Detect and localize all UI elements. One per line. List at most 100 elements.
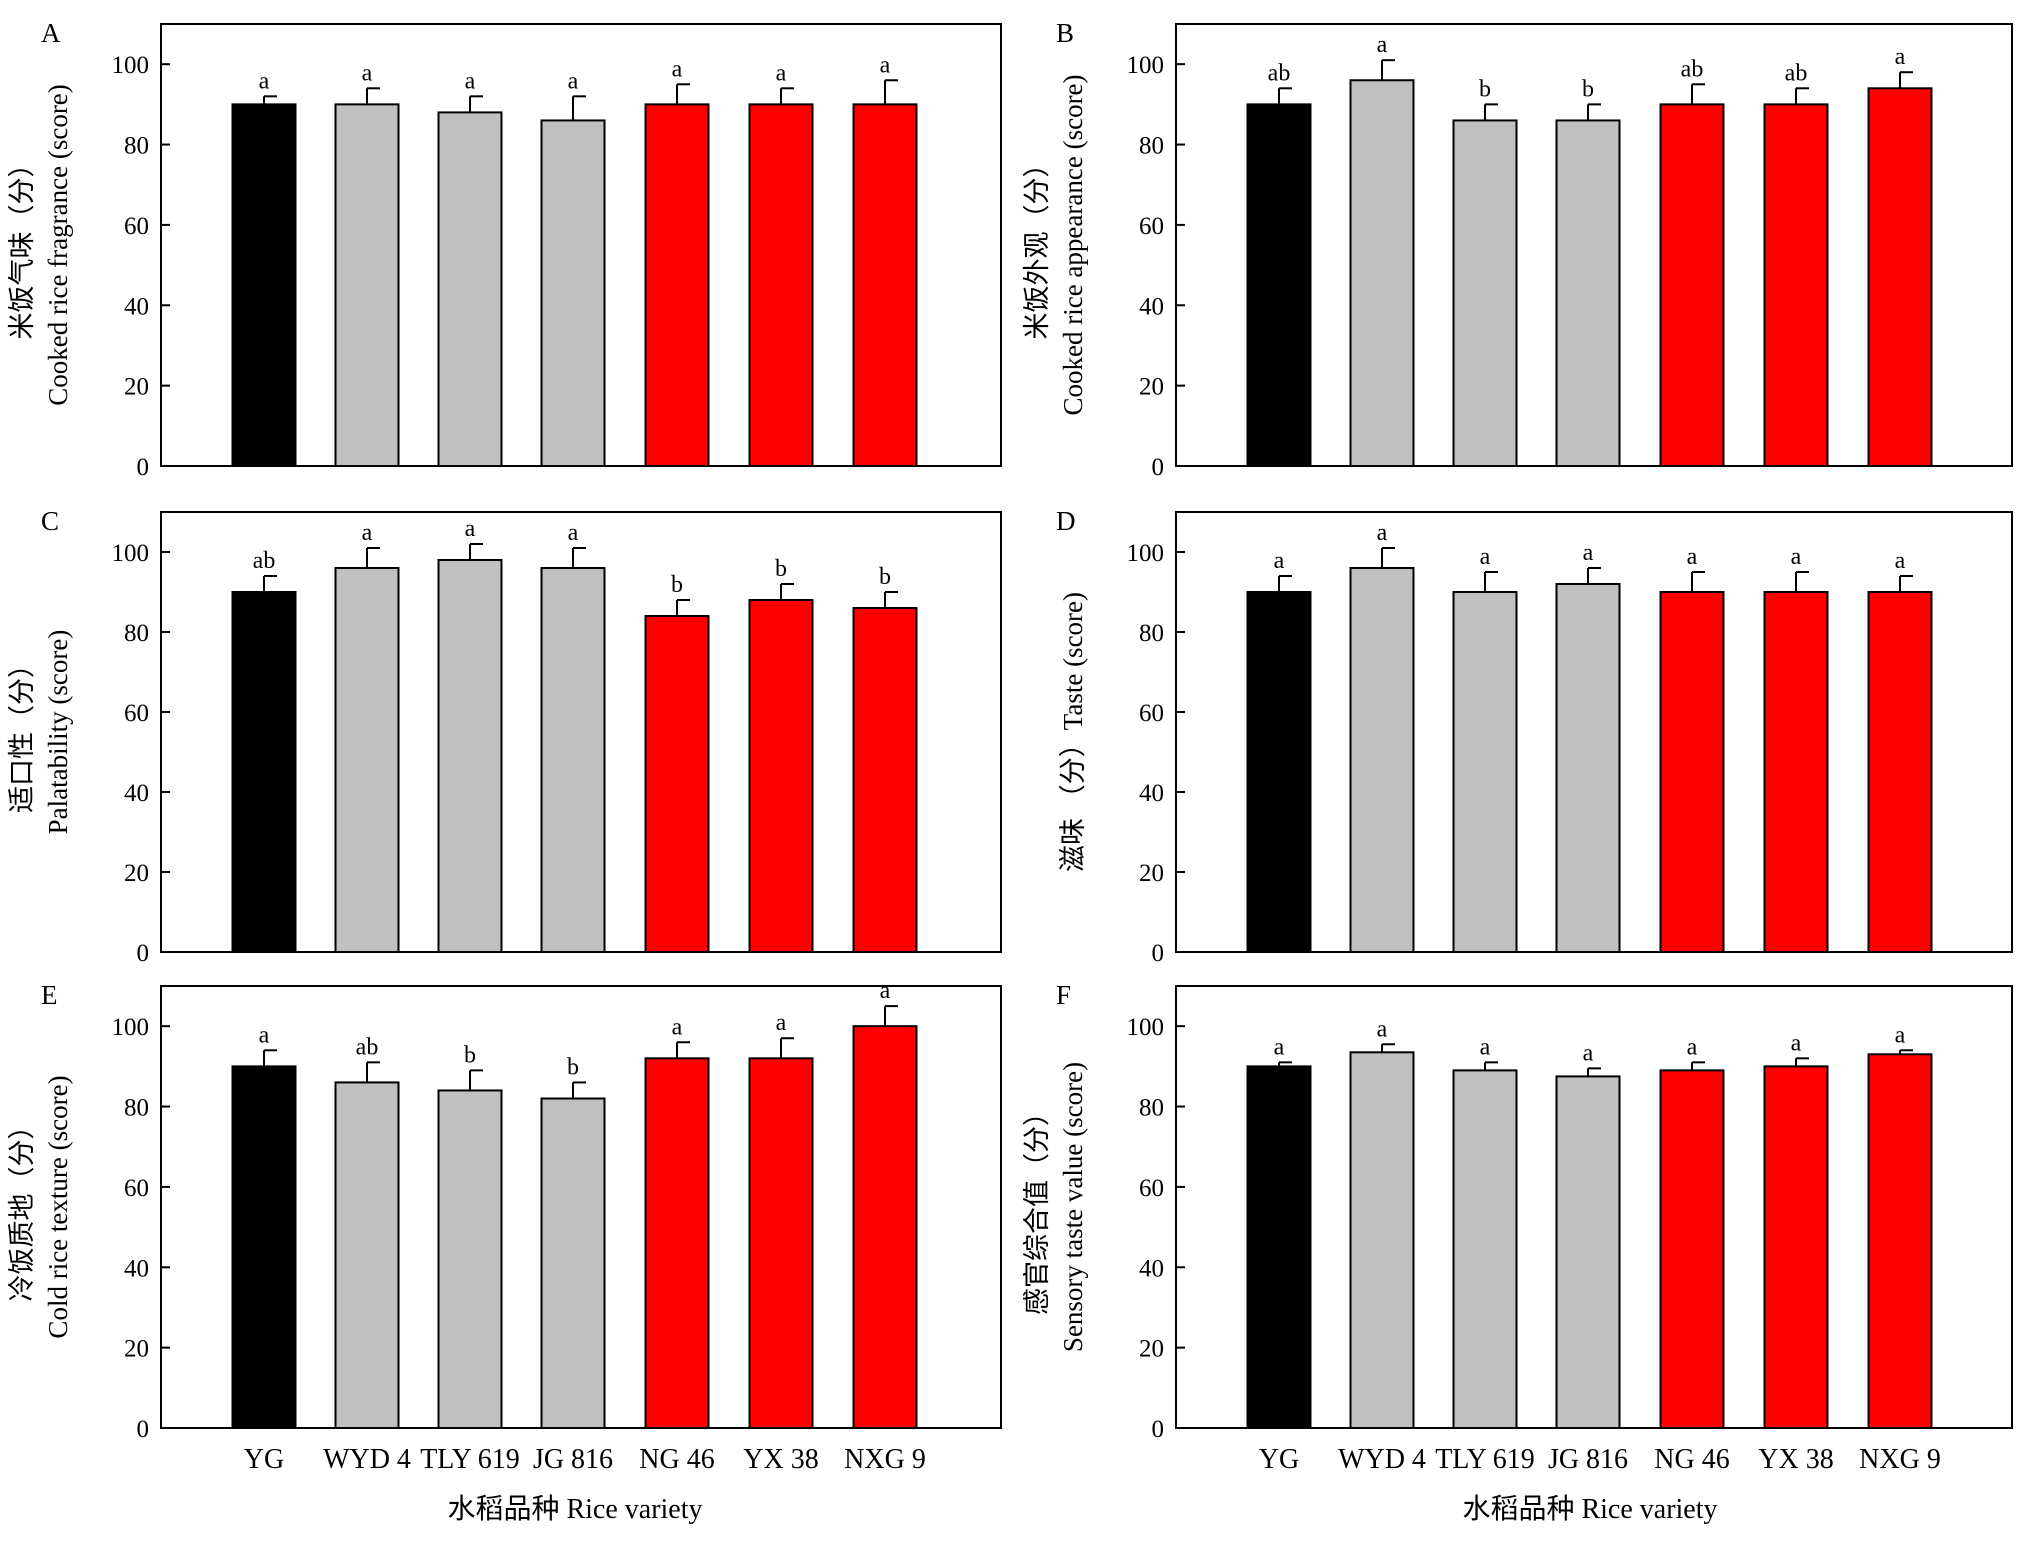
- bar-jg-816: [1555, 1075, 1621, 1429]
- x-tick-label: WYD 4: [323, 1444, 411, 1475]
- y-tick-label: 20: [124, 1336, 149, 1363]
- bar-ng-46: [644, 1057, 710, 1429]
- y-tick-label: 100: [112, 1014, 150, 1041]
- significance-label: a: [362, 520, 373, 546]
- significance-label: ab: [356, 1034, 379, 1060]
- bar-wyd-4: [334, 103, 400, 467]
- y-tick-label: 100: [1127, 1014, 1165, 1041]
- x-axis-title-left: 水稻品种 Rice variety: [447, 1493, 702, 1525]
- significance-label: a: [568, 68, 579, 94]
- x-tick-label: YG: [1259, 1444, 1299, 1475]
- y-tick-label: 80: [1139, 133, 1164, 160]
- significance-label: ab: [1268, 60, 1291, 86]
- bar-ng-46: [1659, 1069, 1725, 1430]
- x-tick-label: NG 46: [1654, 1444, 1729, 1475]
- significance-label: a: [880, 52, 891, 78]
- panel-C: C 0 20 40 60 80 100 适口性（分） Palatability (score) a…: [7, 506, 1002, 967]
- y-tick-label: 40: [124, 1255, 149, 1282]
- y-tick-label: 20: [124, 860, 149, 887]
- y-tick-label: 60: [1139, 700, 1164, 727]
- y-tick-label: 60: [124, 213, 149, 240]
- x-tick-label: TLY 619: [420, 1444, 520, 1475]
- panel-F: F 0 20 40 60 80 100 感官综合值（分） Sensory taste value…: [1022, 980, 2013, 1475]
- panel-letter: F: [1056, 980, 1071, 1010]
- significance-label: a: [1480, 1034, 1491, 1060]
- significance-label: a: [1274, 548, 1285, 574]
- significance-label: a: [1377, 1016, 1388, 1042]
- y-tick-label: 80: [1139, 620, 1164, 647]
- y-axis-title: 滋味 （分）Taste (score): [1058, 592, 1088, 872]
- bar-wyd-4: [1349, 79, 1415, 467]
- x-tick-label: NXG 9: [844, 1444, 926, 1475]
- bar-yx-38: [748, 1057, 814, 1429]
- y-axis-title: Cooked rice fragrance (score): [43, 84, 73, 406]
- bar-yg: [231, 103, 297, 467]
- significance-label: ab: [1785, 60, 1808, 86]
- significance-label: b: [464, 1042, 476, 1068]
- bar-tly-619: [1452, 119, 1518, 467]
- x-tick-label: YX 38: [1758, 1444, 1833, 1475]
- y-tick-label: 20: [124, 374, 149, 401]
- y-tick-label: 60: [124, 700, 149, 727]
- bar-tly-619: [437, 1089, 503, 1430]
- bar-tly-619: [437, 111, 503, 468]
- significance-label: a: [568, 520, 579, 546]
- bar-yx-38: [1763, 591, 1829, 953]
- y-tick-label: 0: [1152, 1416, 1165, 1443]
- bar-jg-816: [540, 119, 606, 467]
- panel-letter: A: [41, 18, 61, 48]
- bar-yg: [1246, 591, 1312, 953]
- bar-ng-46: [644, 103, 710, 467]
- y-tick-label: 40: [124, 780, 149, 807]
- bar-jg-816: [540, 567, 606, 953]
- bar-nxg-9: [1867, 591, 1933, 953]
- bar-nxg-9: [852, 1025, 918, 1429]
- y-tick-label: 60: [1139, 213, 1164, 240]
- bar-yx-38: [748, 103, 814, 467]
- y-axis-title-cn: 冷饭质地（分）: [7, 1113, 37, 1302]
- bar-wyd-4: [1349, 567, 1415, 953]
- panel-letter: D: [1056, 506, 1076, 536]
- bar-ng-46: [1659, 103, 1725, 467]
- y-tick-label: 40: [1139, 780, 1164, 807]
- significance-label: a: [1895, 548, 1906, 574]
- y-tick-label: 40: [1139, 1255, 1164, 1282]
- y-tick-label: 20: [1139, 860, 1164, 887]
- bar-yg: [1246, 1065, 1312, 1429]
- y-tick-label: 0: [1152, 940, 1165, 967]
- significance-label: b: [567, 1054, 579, 1080]
- y-axis-title-cn: 米饭气味（分）: [7, 151, 37, 340]
- y-tick-label: 60: [1139, 1175, 1164, 1202]
- bar-ng-46: [644, 615, 710, 953]
- significance-label: ab: [1681, 56, 1704, 82]
- significance-label: a: [776, 60, 787, 86]
- y-tick-label: 20: [1139, 1336, 1164, 1363]
- y-tick-label: 80: [124, 133, 149, 160]
- bar-tly-619: [1452, 591, 1518, 953]
- bar-nxg-9: [852, 103, 918, 467]
- panels: A 0 20 40 60 80 100 米饭气味（分） Cooked rice fragranc…: [7, 18, 2013, 1475]
- significance-label: b: [1582, 76, 1594, 102]
- bar-nxg-9: [1867, 87, 1933, 467]
- significance-label: a: [1377, 520, 1388, 546]
- significance-label: a: [672, 1014, 683, 1040]
- y-tick-label: 60: [124, 1175, 149, 1202]
- significance-label: a: [1895, 1022, 1906, 1048]
- y-tick-label: 100: [112, 52, 150, 79]
- bar-nxg-9: [852, 607, 918, 953]
- panel-A: A 0 20 40 60 80 100 米饭气味（分） Cooked rice fragranc…: [7, 18, 1002, 481]
- significance-label: b: [775, 556, 787, 582]
- bar-nxg-9: [1867, 1053, 1933, 1429]
- bar-tly-619: [437, 559, 503, 953]
- y-tick-label: 40: [1139, 293, 1164, 320]
- bar-yg: [231, 591, 297, 953]
- y-axis-title-cn: 感官综合值（分）: [1022, 1099, 1052, 1315]
- x-axis-labels: 水稻品种 Rice variety 水稻品种 Rice variety: [447, 1493, 1717, 1525]
- x-tick-label: NG 46: [639, 1444, 714, 1475]
- significance-label: a: [259, 68, 270, 94]
- significance-label: b: [1479, 76, 1491, 102]
- panel-letter: E: [41, 980, 58, 1010]
- bar-jg-816: [1555, 583, 1621, 953]
- bar-yg: [231, 1065, 297, 1429]
- significance-label: a: [880, 978, 891, 1004]
